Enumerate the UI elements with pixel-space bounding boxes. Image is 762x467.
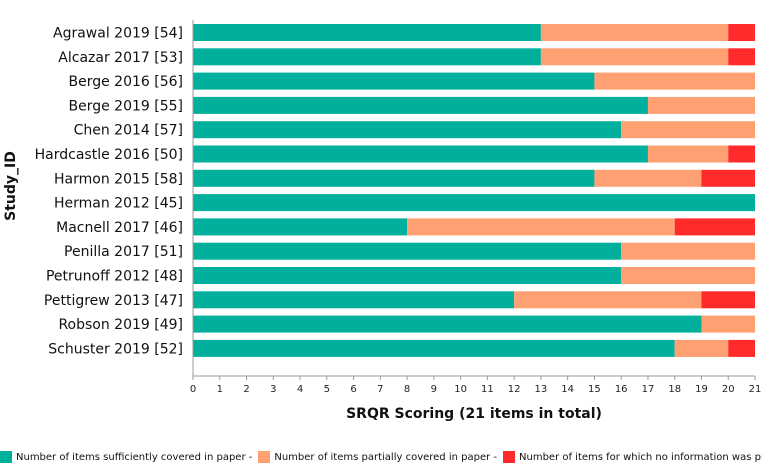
category-label: Berge 2016 [56] <box>69 74 184 90</box>
x-tick-label: 12 <box>508 384 521 395</box>
y-axis-title: Study_ID <box>3 151 19 221</box>
bar-alcazar-2017-53-series-1 <box>193 48 541 66</box>
x-tick-label: 2 <box>243 384 249 395</box>
bars-group <box>193 24 755 357</box>
bar-hardcastle-2016-50-series-2 <box>647 145 729 163</box>
bar-penilla-2017-51-series-1 <box>193 242 622 260</box>
x-tick-label: 13 <box>535 384 548 395</box>
x-tick-label: 3 <box>270 384 276 395</box>
bar-schuster-2019-52-series-3 <box>728 339 755 357</box>
bar-alcazar-2017-53-series-3 <box>728 48 755 66</box>
bar-berge-2019-55-series-2 <box>647 96 755 114</box>
bar-agrawal-2019-54-series-2 <box>540 24 729 41</box>
category-labels: Agrawal 2019 [54] Alcazar 2017 [53] Berge … <box>35 26 183 358</box>
x-tick-label: 8 <box>404 384 410 395</box>
bar-agrawal-2019-54-series-1 <box>193 24 541 41</box>
bar-berge-2016-56-series-1 <box>193 72 595 90</box>
x-tick-label: 19 <box>695 384 708 395</box>
bar-macnell-2017-46-series-3 <box>674 218 755 236</box>
category-label: Penilla 2017 [51] <box>64 244 183 260</box>
bar-macnell-2017-46-series-2 <box>407 218 675 236</box>
x-tick-label: 20 <box>722 384 735 395</box>
legend-swatch <box>0 451 12 463</box>
category-label: Alcazar 2017 [53] <box>58 50 183 66</box>
category-label: Hardcastle 2016 [50] <box>35 147 183 163</box>
bar-harmon-2015-58-series-3 <box>701 169 755 187</box>
bar-harmon-2015-58-series-2 <box>594 169 702 187</box>
bar-schuster-2019-52-series-2 <box>674 339 729 357</box>
category-label: Herman 2012 [45] <box>54 196 183 212</box>
bar-chen-2014-57-series-2 <box>621 121 755 139</box>
legend-label: Number of items sufficiently covered in … <box>16 452 253 463</box>
bar-harmon-2015-58-series-1 <box>193 169 595 187</box>
x-tick-label: 10 <box>454 384 467 395</box>
category-label: Berge 2019 [55] <box>69 98 184 114</box>
legend-swatch <box>503 451 516 463</box>
category-label: Macnell 2017 [46] <box>56 220 183 236</box>
bar-alcazar-2017-53-series-2 <box>540 48 729 66</box>
category-label: Schuster 2019 [52] <box>48 341 183 357</box>
bar-agrawal-2019-54-series-3 <box>728 24 755 41</box>
bar-berge-2019-55-series-1 <box>193 96 648 114</box>
x-tick-label: 16 <box>615 384 628 395</box>
bar-hardcastle-2016-50-series-1 <box>193 145 648 163</box>
x-axis-title: SRQR Scoring (21 items in total) <box>346 406 602 422</box>
category-label: Pettigrew 2013 [47] <box>44 293 183 309</box>
bar-robson-2019-49-series-2 <box>701 315 755 333</box>
category-label: Petrunoff 2012 [48] <box>46 269 183 285</box>
legend-label: Number of items for which no information… <box>519 452 762 463</box>
x-tick-label: 9 <box>431 384 437 395</box>
category-label: Agrawal 2019 [54] <box>53 26 183 42</box>
bar-schuster-2019-52-series-1 <box>193 339 675 357</box>
x-tick-label: 4 <box>297 384 303 395</box>
x-tick-label: 5 <box>324 384 330 395</box>
x-tick-label: 17 <box>642 384 655 395</box>
legend-item-3: Number of items for which no information… <box>503 451 762 463</box>
x-tick-label: 6 <box>350 384 356 395</box>
legend-item-1: Number of items sufficiently covered in … <box>0 451 252 463</box>
bar-penilla-2017-51-series-2 <box>621 242 755 260</box>
bar-pettigrew-2013-47-series-3 <box>701 291 755 309</box>
x-tick-label: 21 <box>749 384 762 395</box>
bar-hardcastle-2016-50-series-3 <box>728 145 755 163</box>
bar-pettigrew-2013-47-series-2 <box>514 291 702 309</box>
bar-herman-2012-45-series-1 <box>193 194 755 212</box>
bar-robson-2019-49-series-1 <box>193 315 702 333</box>
x-tick-label: 15 <box>588 384 601 395</box>
x-tick-label: 0 <box>190 384 196 395</box>
x-tick-label: 1 <box>217 384 223 395</box>
x-tick-label: 14 <box>561 384 574 395</box>
x-tick-label: 18 <box>668 384 681 395</box>
bar-berge-2016-56-series-2 <box>594 72 755 90</box>
category-label: Robson 2019 [49] <box>58 317 183 333</box>
x-axis-ticks: 0 1 2 3 4 5 6 7 8 9 10 11 12 13 14 15 16 17 18 19 20 21 <box>190 376 762 395</box>
legend-label: Number of items partially covered in pap… <box>274 452 498 463</box>
legend-swatch <box>258 451 271 463</box>
legend-item-2: Number of items partially covered in pap… <box>258 451 497 463</box>
x-tick-label: 7 <box>377 384 383 395</box>
bar-chen-2014-57-series-1 <box>193 121 622 139</box>
bar-petrunoff-2012-48-series-1 <box>193 267 622 284</box>
category-label: Harmon 2015 [58] <box>54 171 183 187</box>
bar-pettigrew-2013-47-series-1 <box>193 291 515 309</box>
x-tick-label: 11 <box>481 384 494 395</box>
category-label: Chen 2014 [57] <box>74 123 183 139</box>
bar-petrunoff-2012-48-series-2 <box>621 267 755 284</box>
legend: Number of items sufficiently covered in … <box>0 451 762 463</box>
bar-macnell-2017-46-series-1 <box>193 218 408 236</box>
